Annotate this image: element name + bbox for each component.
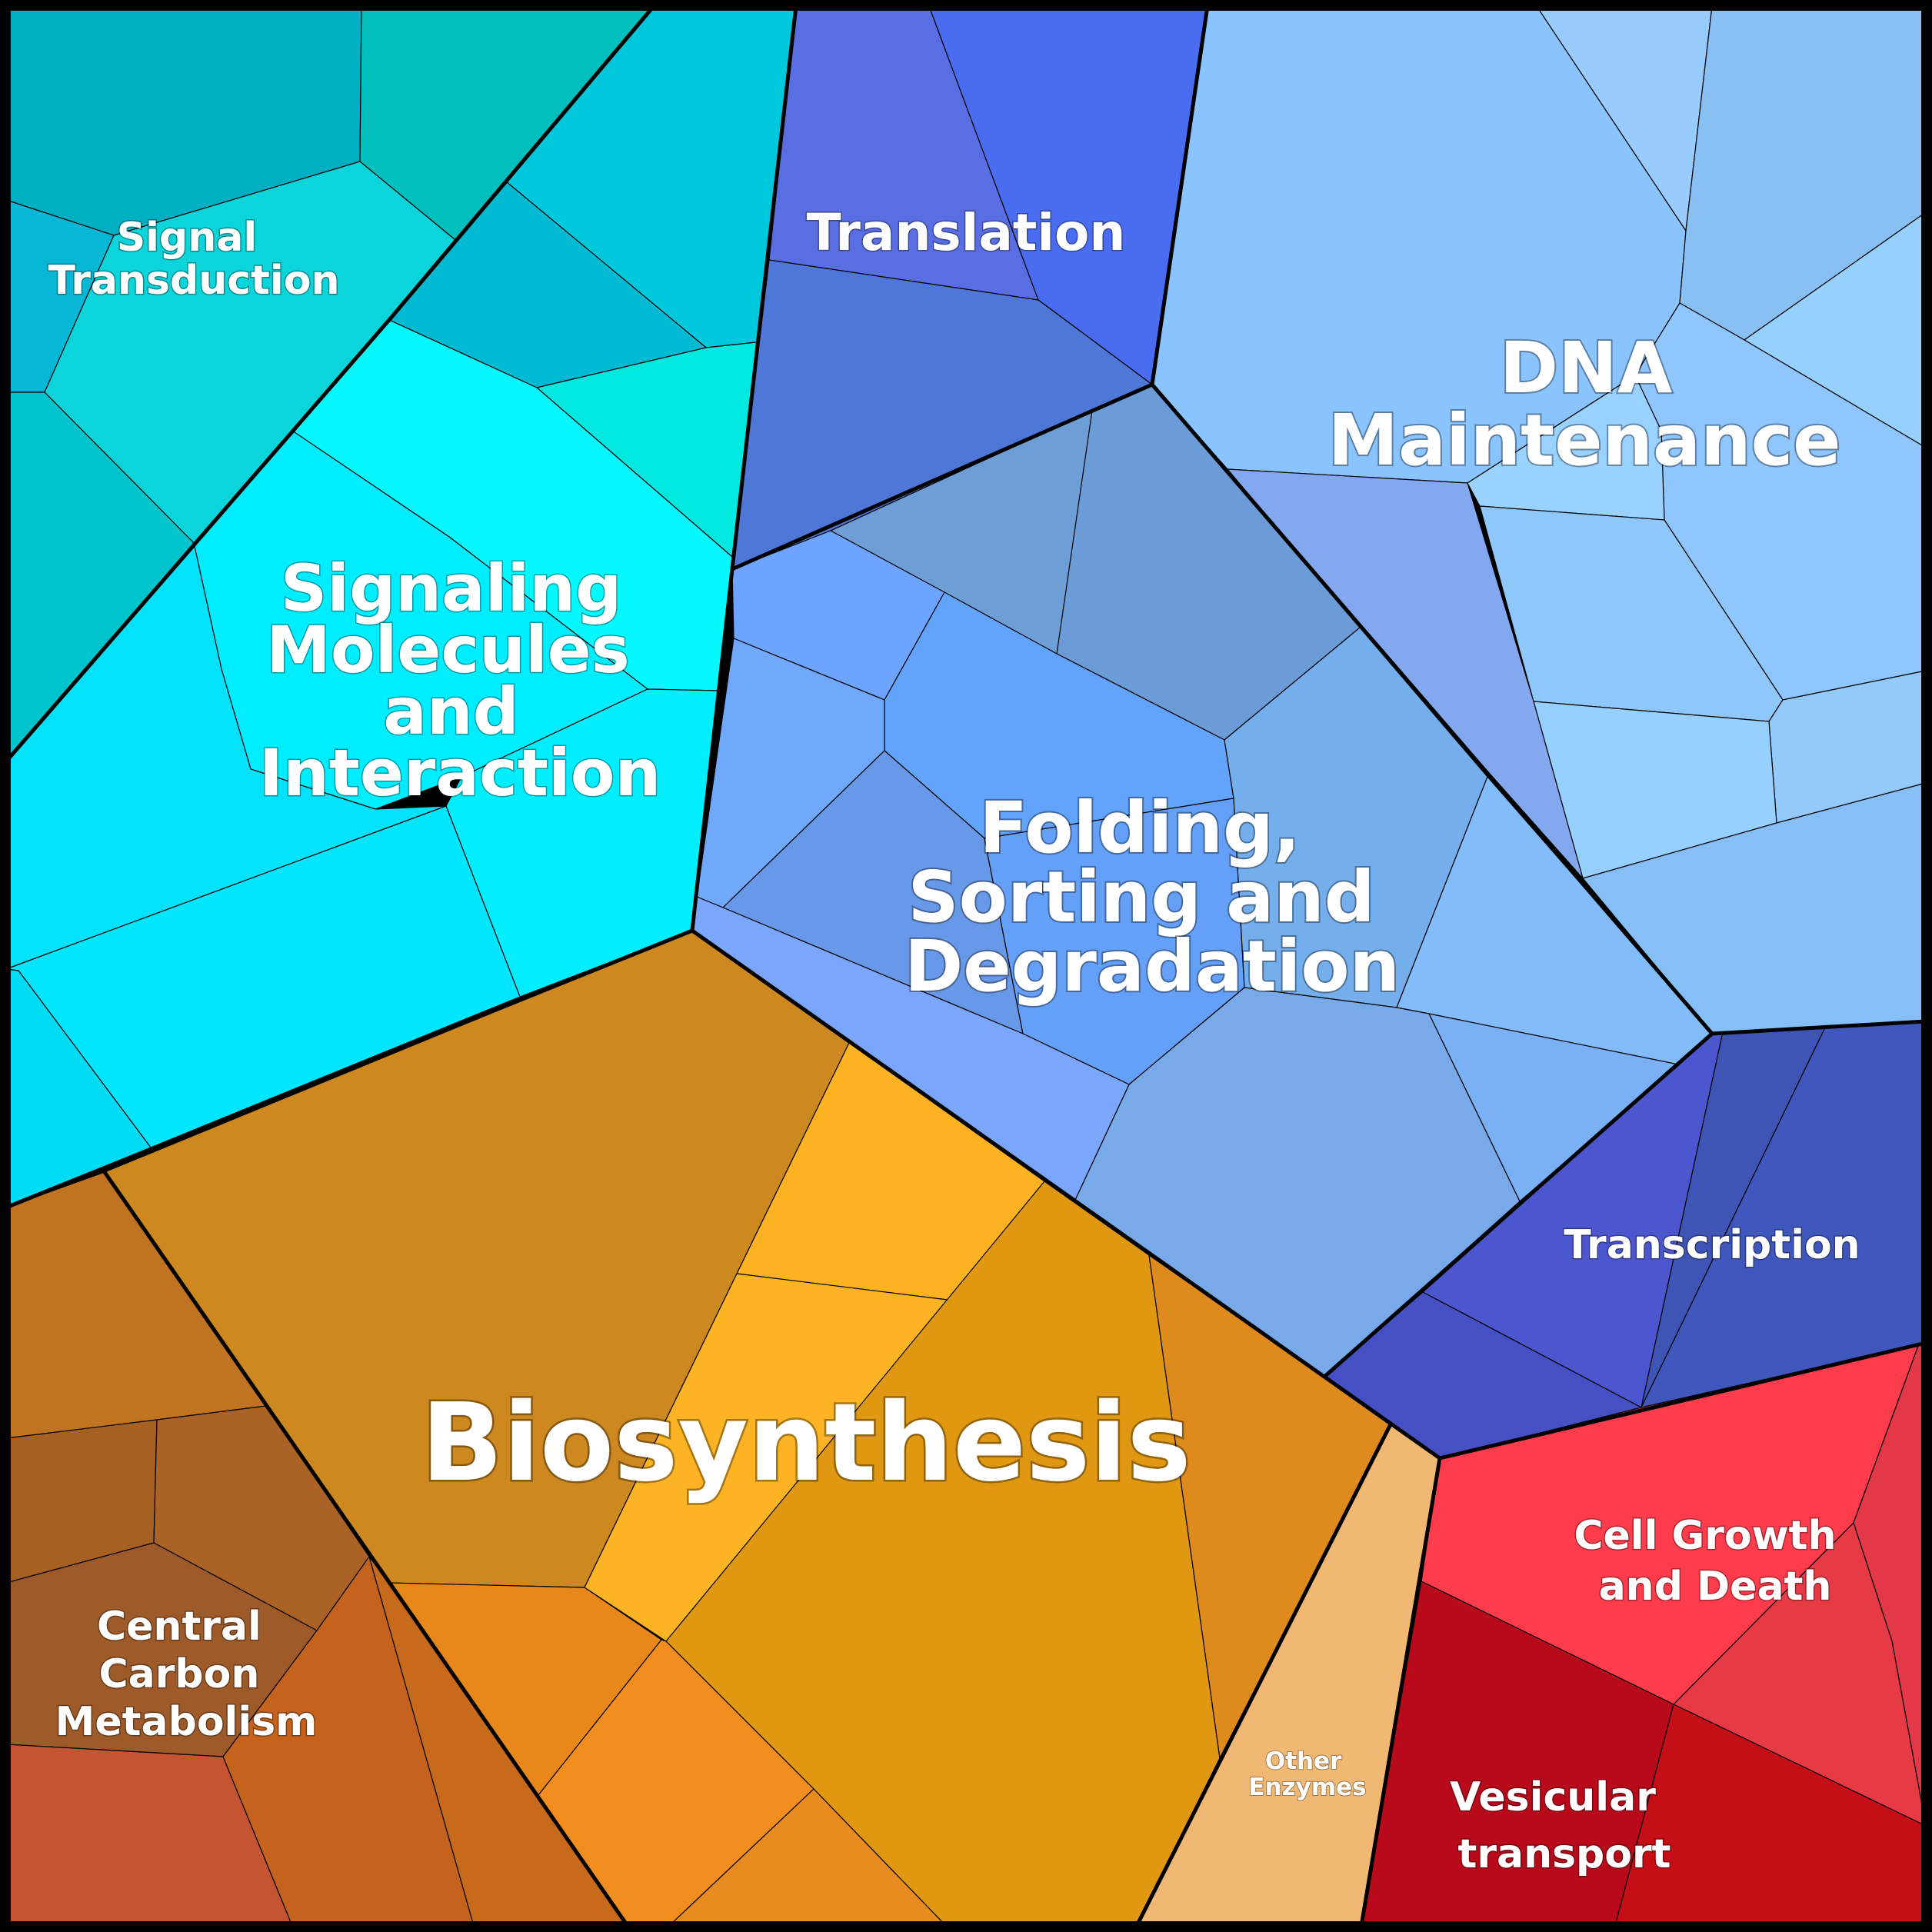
label-signaling-molecules: Signaling Molecules and Interaction xyxy=(259,551,661,811)
region-signaling-molecules xyxy=(5,319,733,1208)
label-line: DNA xyxy=(1500,327,1673,409)
label-signal-transduction: Signal Transduction xyxy=(48,215,340,304)
region-transcription xyxy=(1324,1021,1927,1459)
label-line: Central xyxy=(97,1604,261,1650)
label-line: Molecules xyxy=(266,612,629,688)
region-dna-maintenance xyxy=(1151,5,1927,1034)
border xyxy=(1323,1032,1714,1378)
label-line: Interaction xyxy=(259,735,661,811)
region-central-carbon xyxy=(5,1171,628,1927)
region-folding xyxy=(690,384,1713,1377)
cell xyxy=(1467,375,1665,521)
label-line: and Death xyxy=(1599,1564,1832,1610)
label-line: Degradation xyxy=(904,925,1400,1008)
label-line: Enzymes xyxy=(1248,1774,1366,1801)
region-biosynthesis xyxy=(104,930,1391,1927)
border xyxy=(1134,1423,1393,1927)
label-line: Metabolism xyxy=(55,1699,318,1745)
label-folding: Folding, Sorting and Degradation xyxy=(904,787,1400,1008)
label-line: Transduction xyxy=(48,258,340,304)
region-signal-transduction xyxy=(5,5,797,762)
label-line: Other xyxy=(1265,1747,1342,1775)
border xyxy=(1359,1457,1442,1927)
label-vesicular-transport: Vesicular transport xyxy=(1450,1774,1671,1877)
label-transcription: Transcription xyxy=(1564,1222,1860,1268)
label-central-carbon: Central Carbon Metabolism xyxy=(55,1604,318,1745)
label-dna-maintenance: DNA Maintenance xyxy=(1327,327,1840,481)
label-other-enzymes: Other Enzymes xyxy=(1248,1747,1366,1801)
label-translation: Translation xyxy=(807,203,1126,262)
border xyxy=(5,5,798,1210)
label-line: Signal xyxy=(117,215,257,261)
labels: Signal Transduction Signaling Molecules … xyxy=(47,202,1861,1879)
label-line: Maintenance xyxy=(1327,399,1840,481)
border xyxy=(5,5,655,763)
label-line: and xyxy=(383,674,519,749)
label-line: Sorting and xyxy=(908,856,1374,938)
label-biosynthesis: Biosynthesis xyxy=(421,1381,1191,1506)
label-line: Folding, xyxy=(979,787,1301,869)
label-line: Vesicular xyxy=(1450,1774,1656,1820)
label-line: transport xyxy=(1457,1831,1671,1877)
label-line: Signaling xyxy=(281,551,621,626)
border xyxy=(102,1171,630,1927)
label-cell-growth: Cell Growth and Death xyxy=(1574,1513,1850,1610)
label-line: Cell Growth xyxy=(1574,1513,1836,1559)
label-line: Carbon xyxy=(99,1651,260,1697)
